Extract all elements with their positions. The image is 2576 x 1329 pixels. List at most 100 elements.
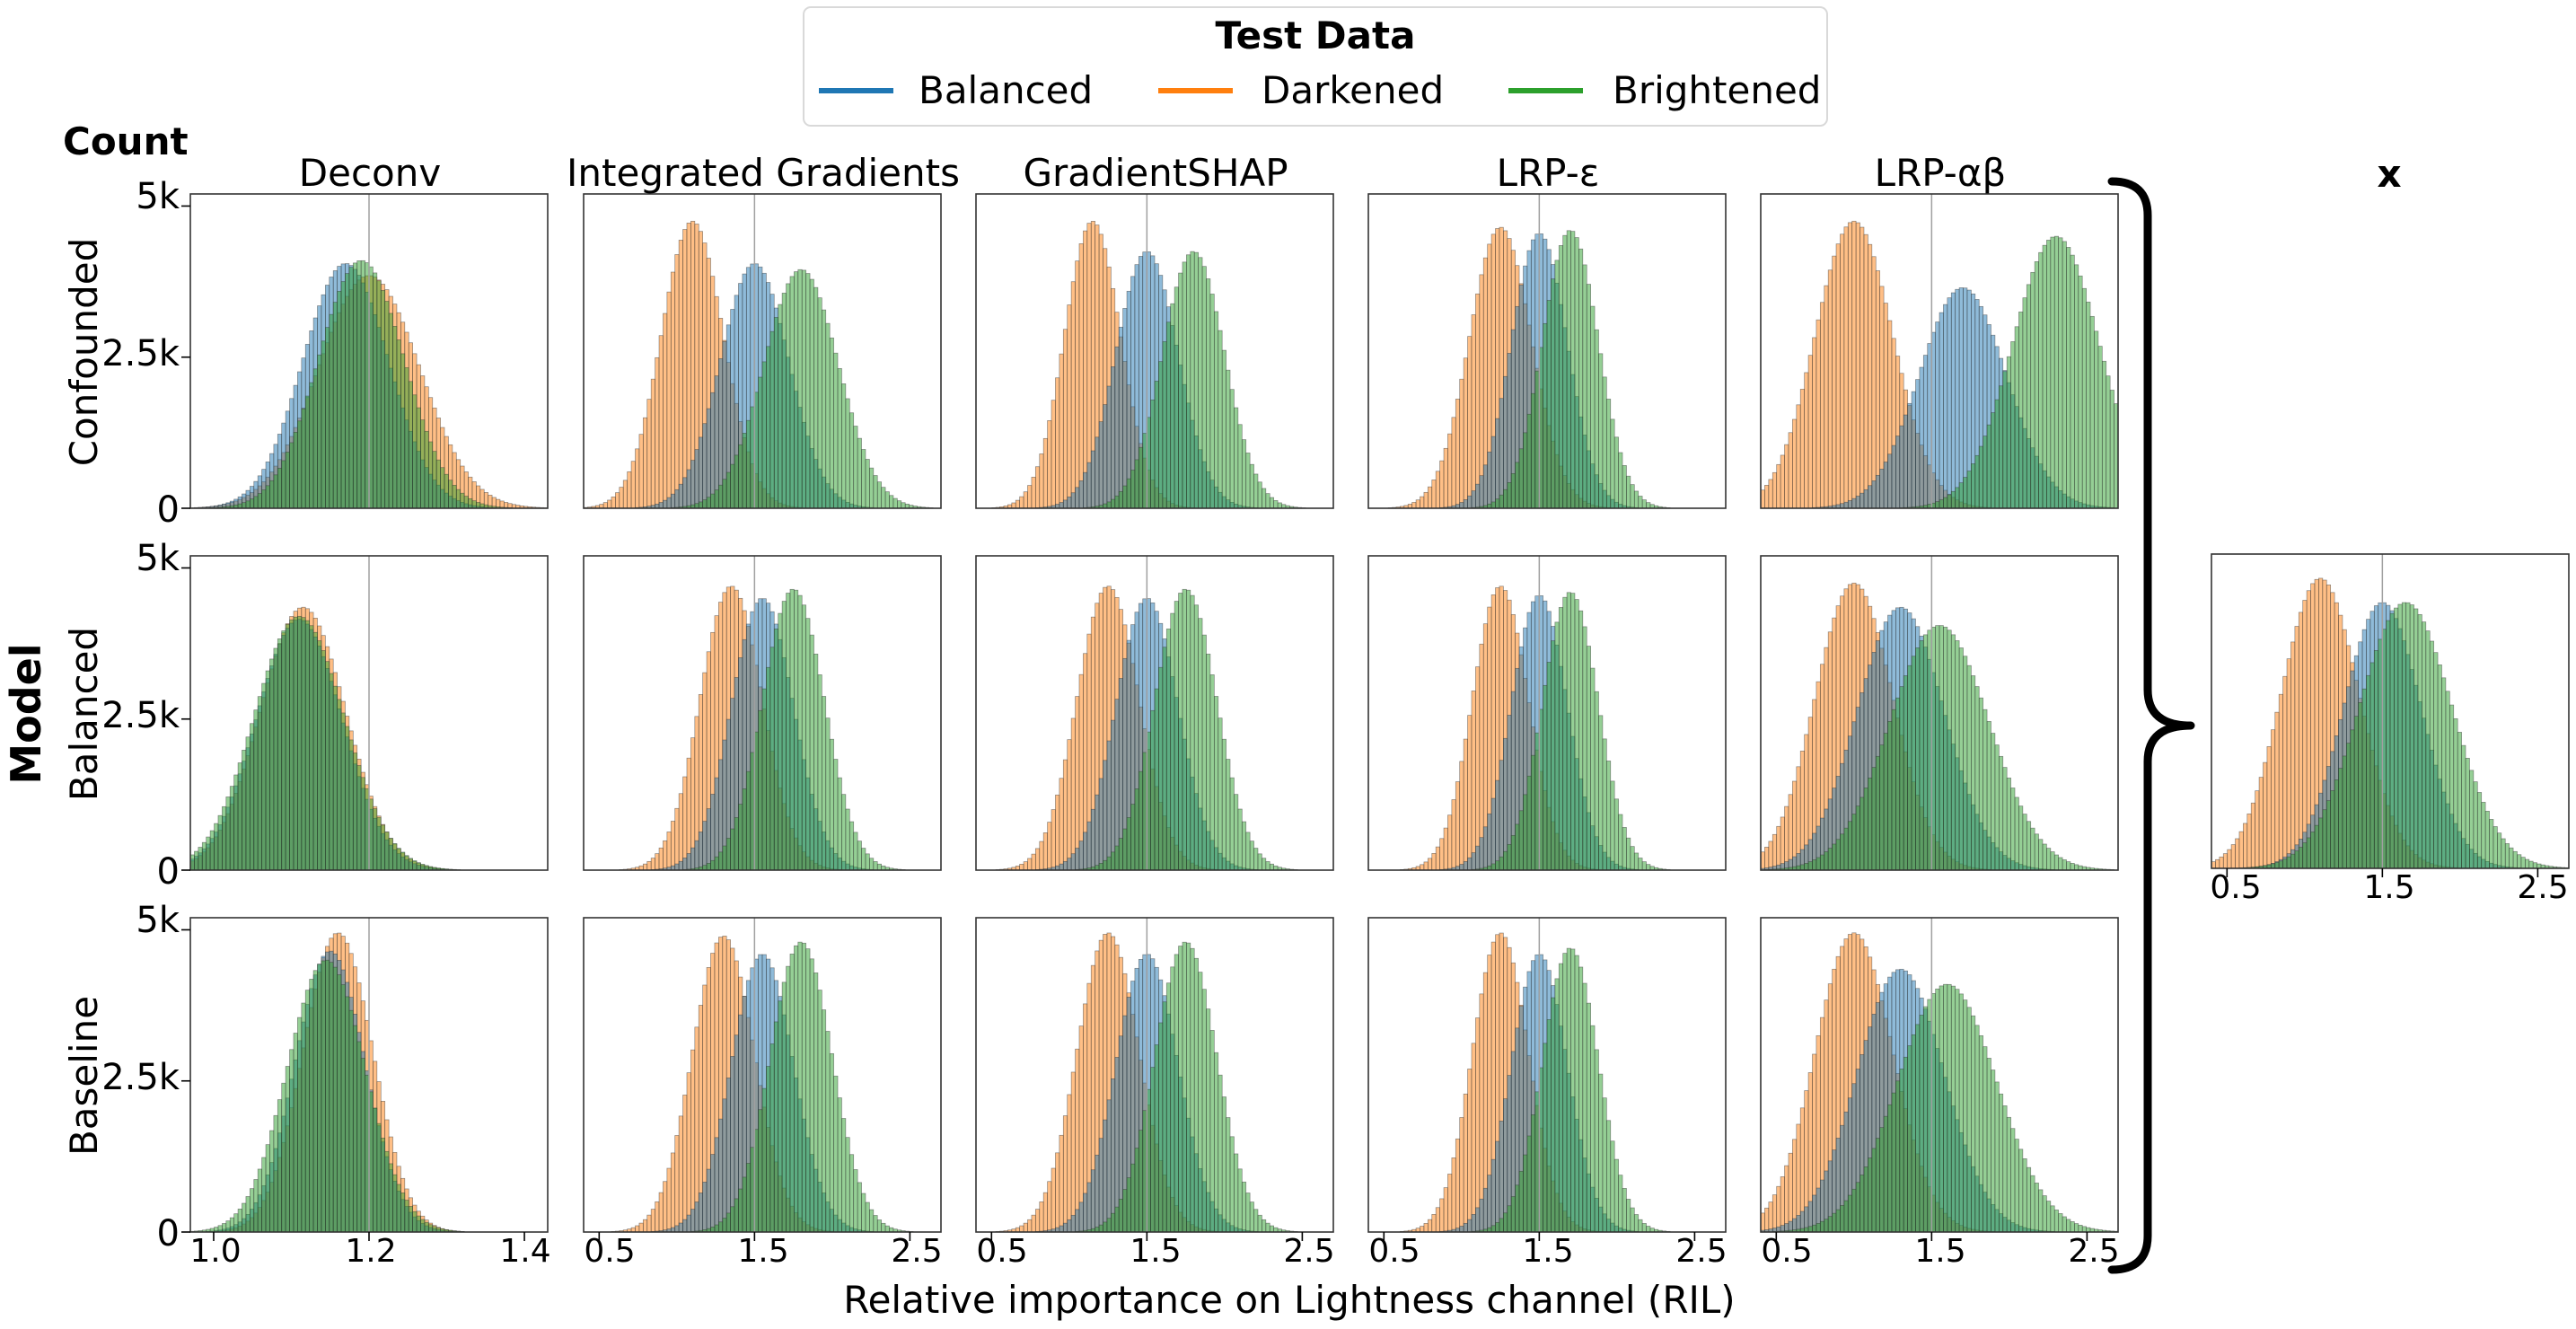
histogram-bar	[269, 480, 275, 509]
histogram-bar	[2238, 831, 2244, 869]
histogram-bar	[1070, 1214, 1076, 1233]
histogram-bar	[2469, 770, 2475, 869]
histogram-bar	[360, 1058, 365, 1233]
histogram-bar	[325, 661, 330, 871]
histogram-bar	[1895, 436, 1901, 509]
histogram-bar	[1154, 381, 1159, 509]
histogram-bar	[373, 1107, 378, 1233]
histogram-bar	[1083, 832, 1088, 871]
histogram-bar	[396, 1184, 401, 1233]
histogram-bar	[1816, 857, 1821, 871]
histogram-bar	[2089, 315, 2095, 509]
histogram-bar	[2006, 777, 2011, 871]
histogram-bar	[1776, 463, 1781, 509]
histogram-bar	[2010, 1128, 2016, 1233]
histogram-bar	[1855, 1182, 1860, 1233]
histogram-bar	[730, 1056, 735, 1233]
histogram-bar	[698, 1193, 704, 1233]
histogram-bar	[2074, 1223, 2079, 1233]
histogram-bar	[1178, 946, 1183, 1233]
histogram-bar	[789, 276, 795, 509]
histogram-bar	[2078, 275, 2083, 509]
histogram-bar	[1641, 1223, 1647, 1233]
histogram-bar	[1118, 838, 1123, 871]
histogram-bar	[1891, 709, 1896, 871]
histogram-bar	[1257, 481, 1262, 509]
histogram-bar	[2066, 1219, 2071, 1233]
histogram-bar	[1435, 471, 1440, 509]
histogram-bar	[694, 449, 699, 509]
histogram-bar	[1594, 1049, 1599, 1233]
histogram-bar	[2278, 860, 2283, 869]
histogram-bar	[1602, 376, 1607, 509]
histogram-bar	[1245, 1193, 1251, 1233]
histogram-bar	[2282, 858, 2288, 869]
histogram-bar	[1253, 473, 1259, 509]
histogram-bar	[1523, 1154, 1528, 1233]
histogram-bar	[845, 398, 850, 509]
histogram-bar	[249, 723, 255, 871]
histogram-bar	[1819, 1220, 1825, 1233]
histogram-bar	[1633, 852, 1640, 871]
histogram-bar	[289, 1049, 295, 1233]
histogram-bar	[710, 859, 716, 871]
histogram-bar	[1582, 264, 1587, 509]
histogram-bar	[801, 269, 806, 509]
histogram-bar	[2334, 779, 2339, 869]
histogram-bar	[1546, 300, 1552, 509]
histogram-bar	[198, 847, 203, 871]
histogram-bar	[1039, 841, 1044, 871]
histogram-bar	[1471, 691, 1476, 871]
histogram-bar	[738, 804, 743, 871]
histogram-bar	[2053, 1210, 2060, 1233]
histogram-bar	[2062, 859, 2067, 871]
histogram-bar	[1998, 385, 2004, 509]
histogram-bar	[1126, 478, 1131, 509]
histogram-bar	[1479, 993, 1484, 1233]
histogram-bar	[2353, 716, 2359, 869]
histogram-bar	[1788, 432, 1793, 509]
histogram-bar	[1019, 1225, 1024, 1233]
histogram-bar	[2026, 1166, 2032, 1233]
histogram-bar	[1816, 319, 1821, 509]
histogram-bar	[245, 1196, 251, 1233]
histogram-bar	[2086, 302, 2091, 509]
histogram-bar	[1543, 322, 1548, 509]
histogram-bar	[2014, 1139, 2019, 1233]
histogram-bar	[1055, 794, 1060, 871]
histogram-bar	[345, 996, 350, 1233]
histogram-bar	[769, 330, 775, 509]
histogram-bar	[285, 1066, 290, 1233]
histogram-bar	[1978, 445, 1983, 509]
panel-frame	[189, 555, 549, 871]
histogram-bar	[1078, 243, 1084, 509]
histogram-bar	[876, 481, 883, 509]
histogram-bar	[356, 1041, 362, 1233]
histogram-bar	[1891, 1092, 1896, 1233]
x-tick-label: 0.5	[584, 1233, 635, 1270]
histogram-bar	[340, 281, 346, 509]
histogram-bar	[817, 990, 822, 1233]
histogram-bar	[312, 631, 318, 871]
histogram-bar	[312, 970, 318, 1233]
histogram-bar	[261, 1157, 267, 1233]
histogram-bar	[797, 594, 803, 871]
histogram-bar	[1515, 823, 1520, 871]
histogram-bar	[678, 793, 683, 871]
histogram-bar	[1843, 226, 1849, 509]
histogram-bar	[1939, 625, 1944, 871]
panel-baseline-lrp	[1367, 917, 1727, 1241]
histogram-bar	[1182, 941, 1187, 1233]
histogram-bar	[1062, 1115, 1068, 1233]
histogram-bar	[1495, 498, 1500, 509]
histogram-bar	[1546, 662, 1552, 871]
histogram-bar	[1935, 625, 1940, 871]
histogram-bar	[1487, 1175, 1492, 1233]
histogram-bar	[1111, 851, 1116, 871]
histogram-bar	[1221, 349, 1226, 509]
histogram-bar	[2512, 850, 2518, 869]
histogram-bar	[1027, 858, 1033, 871]
histogram-bar	[340, 712, 346, 871]
histogram-bar	[1134, 459, 1139, 509]
histogram-bar	[706, 1168, 711, 1233]
